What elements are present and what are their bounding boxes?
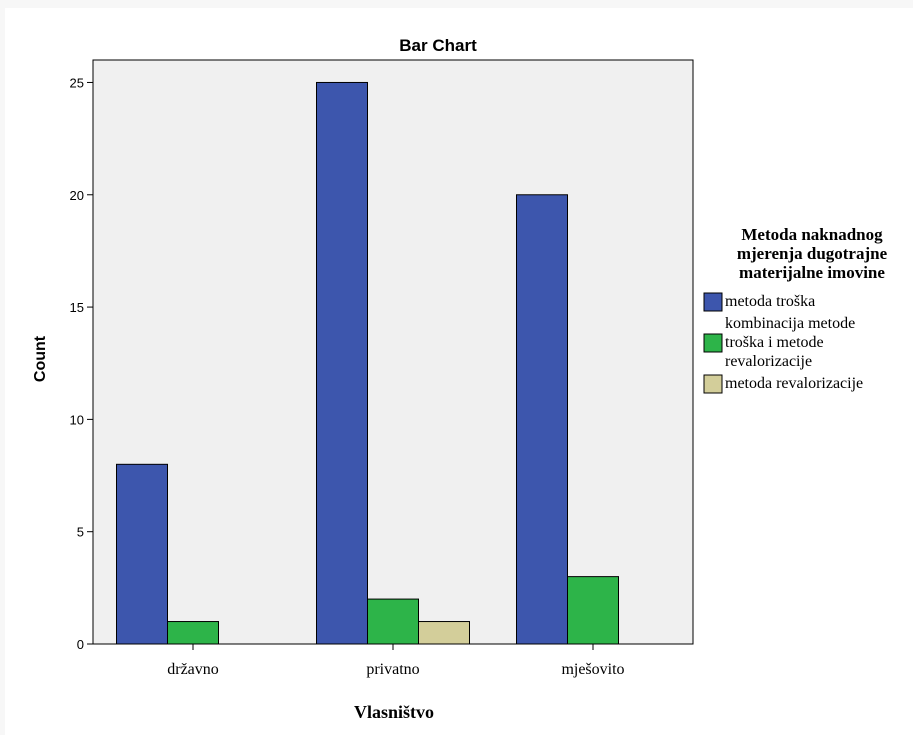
legend-label: metoda troška	[725, 293, 815, 310]
legend-label: kombinacija metode	[725, 315, 855, 332]
y-tick-label: 25	[70, 75, 84, 90]
chart-title: Bar Chart	[399, 36, 477, 55]
bar	[116, 463, 168, 645]
chart-frame: Bar Chart Count Vlasništvo Metoda naknad…	[5, 8, 913, 735]
legend-label: troška i metode	[725, 334, 824, 351]
y-tick-label: 15	[70, 300, 84, 315]
legend-title-line: Metoda naknadnog	[741, 225, 883, 244]
x-tick-label: državno	[167, 661, 219, 678]
bar	[567, 576, 619, 645]
x-tick-label: privatno	[366, 661, 419, 678]
legend-title-line: materijalne imovine	[739, 263, 885, 282]
bar-chart: Bar Chart Count Vlasništvo Metoda naknad…	[32, 36, 888, 722]
bar	[367, 598, 419, 645]
legend-swatch	[703, 374, 723, 394]
legend-label: metoda revalorizacije	[725, 375, 863, 392]
legend-label: revalorizacije	[725, 353, 812, 370]
y-axis-label: Count	[32, 335, 49, 382]
y-tick-label: 10	[70, 412, 84, 427]
y-tick-label: 20	[70, 188, 84, 203]
legend-swatch	[703, 333, 723, 353]
plot-area	[92, 59, 694, 645]
bar	[167, 621, 219, 645]
x-tick-label: mješovito	[561, 661, 624, 678]
legend-title-line: mjerenja dugotrajne	[737, 244, 888, 263]
legend-swatch	[703, 292, 723, 312]
bar	[516, 194, 568, 645]
bar	[418, 621, 470, 645]
bar	[316, 81, 368, 645]
x-axis-label: Vlasništvo	[354, 702, 434, 722]
y-tick-label: 5	[77, 525, 84, 540]
y-tick-label: 0	[77, 637, 84, 652]
